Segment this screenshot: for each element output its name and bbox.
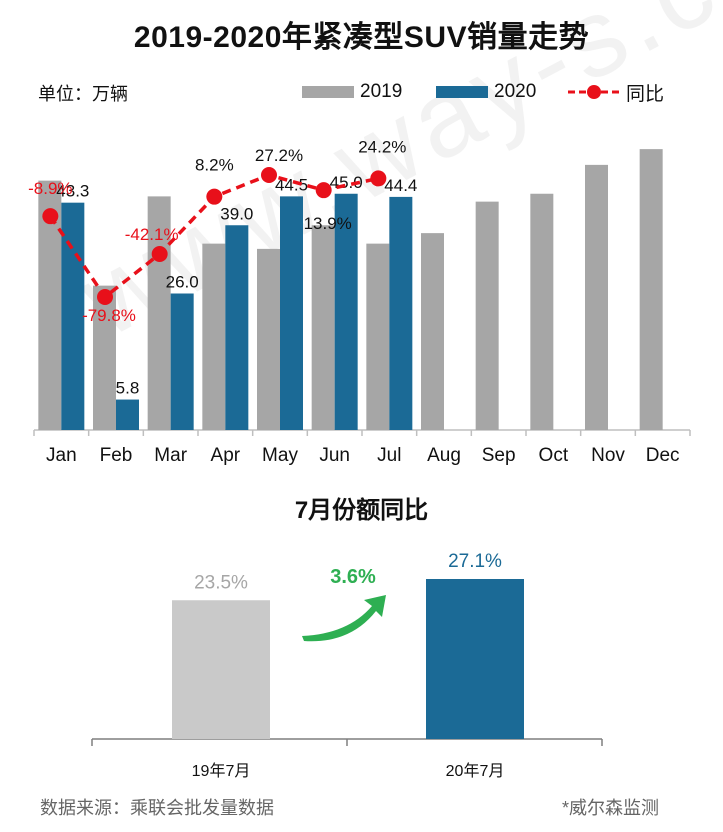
bar-2019 bbox=[366, 243, 390, 430]
bar-2019 bbox=[421, 233, 444, 430]
x-tick-label: May bbox=[262, 445, 298, 466]
share-bar bbox=[426, 579, 524, 739]
x-tick-label: Mar bbox=[154, 445, 187, 466]
bar-2020 bbox=[280, 196, 303, 430]
x-tick-label: Sep bbox=[482, 445, 516, 466]
legend-swatch-2020 bbox=[436, 86, 488, 98]
yoy-point bbox=[151, 246, 168, 263]
credit-note: *威尔森监测 bbox=[562, 798, 660, 818]
x-tick-label: Oct bbox=[539, 445, 569, 466]
bar-2019 bbox=[202, 243, 226, 430]
yoy-point bbox=[370, 170, 387, 187]
bar-2019 bbox=[639, 149, 663, 430]
share-category-label: 19年7月 bbox=[192, 762, 251, 780]
legend-label-2019: 2019 bbox=[360, 81, 403, 102]
bar-2020 bbox=[116, 399, 139, 430]
x-tick-label: Feb bbox=[100, 445, 133, 466]
x-tick-label: Jun bbox=[319, 445, 350, 466]
bar-2020 bbox=[334, 193, 358, 430]
x-tick-label: Apr bbox=[211, 445, 241, 466]
x-tick-label: Jul bbox=[377, 445, 401, 466]
data-label-2020: 5.8 bbox=[116, 379, 140, 398]
x-tick-label: Jan bbox=[46, 445, 77, 466]
chart-title: 2019-2020年紧凑型SUV销量走势 bbox=[133, 21, 590, 54]
bar-2019 bbox=[475, 201, 499, 430]
bar-2019 bbox=[93, 285, 116, 430]
legend-item-2019: 2019 bbox=[302, 80, 402, 104]
yoy-label: -42.1% bbox=[125, 225, 179, 244]
yoy-label: 27.2% bbox=[255, 146, 303, 165]
bar-2020 bbox=[389, 196, 413, 430]
legend-item-yoy: 同比 bbox=[566, 80, 665, 105]
bar-2019 bbox=[311, 225, 335, 430]
bar-2020 bbox=[225, 225, 249, 430]
bar-2019 bbox=[257, 248, 280, 430]
legend-label-yoy: 同比 bbox=[626, 83, 665, 105]
yoy-point bbox=[42, 208, 59, 225]
unit-label: 单位：万辆 bbox=[38, 84, 128, 104]
x-tick-label: Aug bbox=[427, 445, 461, 466]
data-label-2020: 26.0 bbox=[166, 273, 199, 292]
legend-swatch-yoy bbox=[568, 85, 620, 99]
share-value-label: 27.1% bbox=[448, 551, 502, 572]
data-label-2020: 39.0 bbox=[220, 204, 253, 223]
bar-2019 bbox=[38, 180, 62, 430]
yoy-point bbox=[261, 167, 277, 183]
yoy-label: -79.8% bbox=[82, 306, 136, 325]
legend-label-2020: 2020 bbox=[494, 81, 537, 102]
source-note: 数据来源：乘联会批发量数据 bbox=[40, 798, 274, 818]
yoy-point bbox=[206, 188, 223, 205]
yoy-point bbox=[97, 289, 113, 305]
x-tick-label: Dec bbox=[646, 445, 680, 466]
data-label-2020: 43.3 bbox=[56, 182, 89, 201]
data-label-2020: 44.4 bbox=[384, 176, 417, 195]
yoy-point bbox=[315, 182, 332, 199]
legend-item-2020: 2020 bbox=[436, 80, 536, 104]
x-tick-label: Nov bbox=[591, 445, 625, 466]
share-change-label: 3.6% bbox=[330, 566, 376, 588]
bar-2019 bbox=[585, 164, 608, 430]
bar-2020 bbox=[170, 293, 194, 430]
yoy-label: -8.9% bbox=[28, 179, 72, 198]
yoy-label: 8.2% bbox=[195, 156, 234, 175]
share-chart-title: 7月份额同比 bbox=[294, 497, 429, 524]
share-bar bbox=[172, 600, 270, 739]
share-category-label: 20年7月 bbox=[446, 762, 505, 780]
growth-arrow bbox=[302, 595, 386, 642]
yoy-label: 24.2% bbox=[358, 137, 406, 156]
bar-2019 bbox=[530, 193, 554, 430]
legend-swatch-2019 bbox=[302, 86, 354, 98]
share-value-label: 23.5% bbox=[194, 572, 248, 593]
yoy-label: 13.9% bbox=[304, 214, 352, 233]
